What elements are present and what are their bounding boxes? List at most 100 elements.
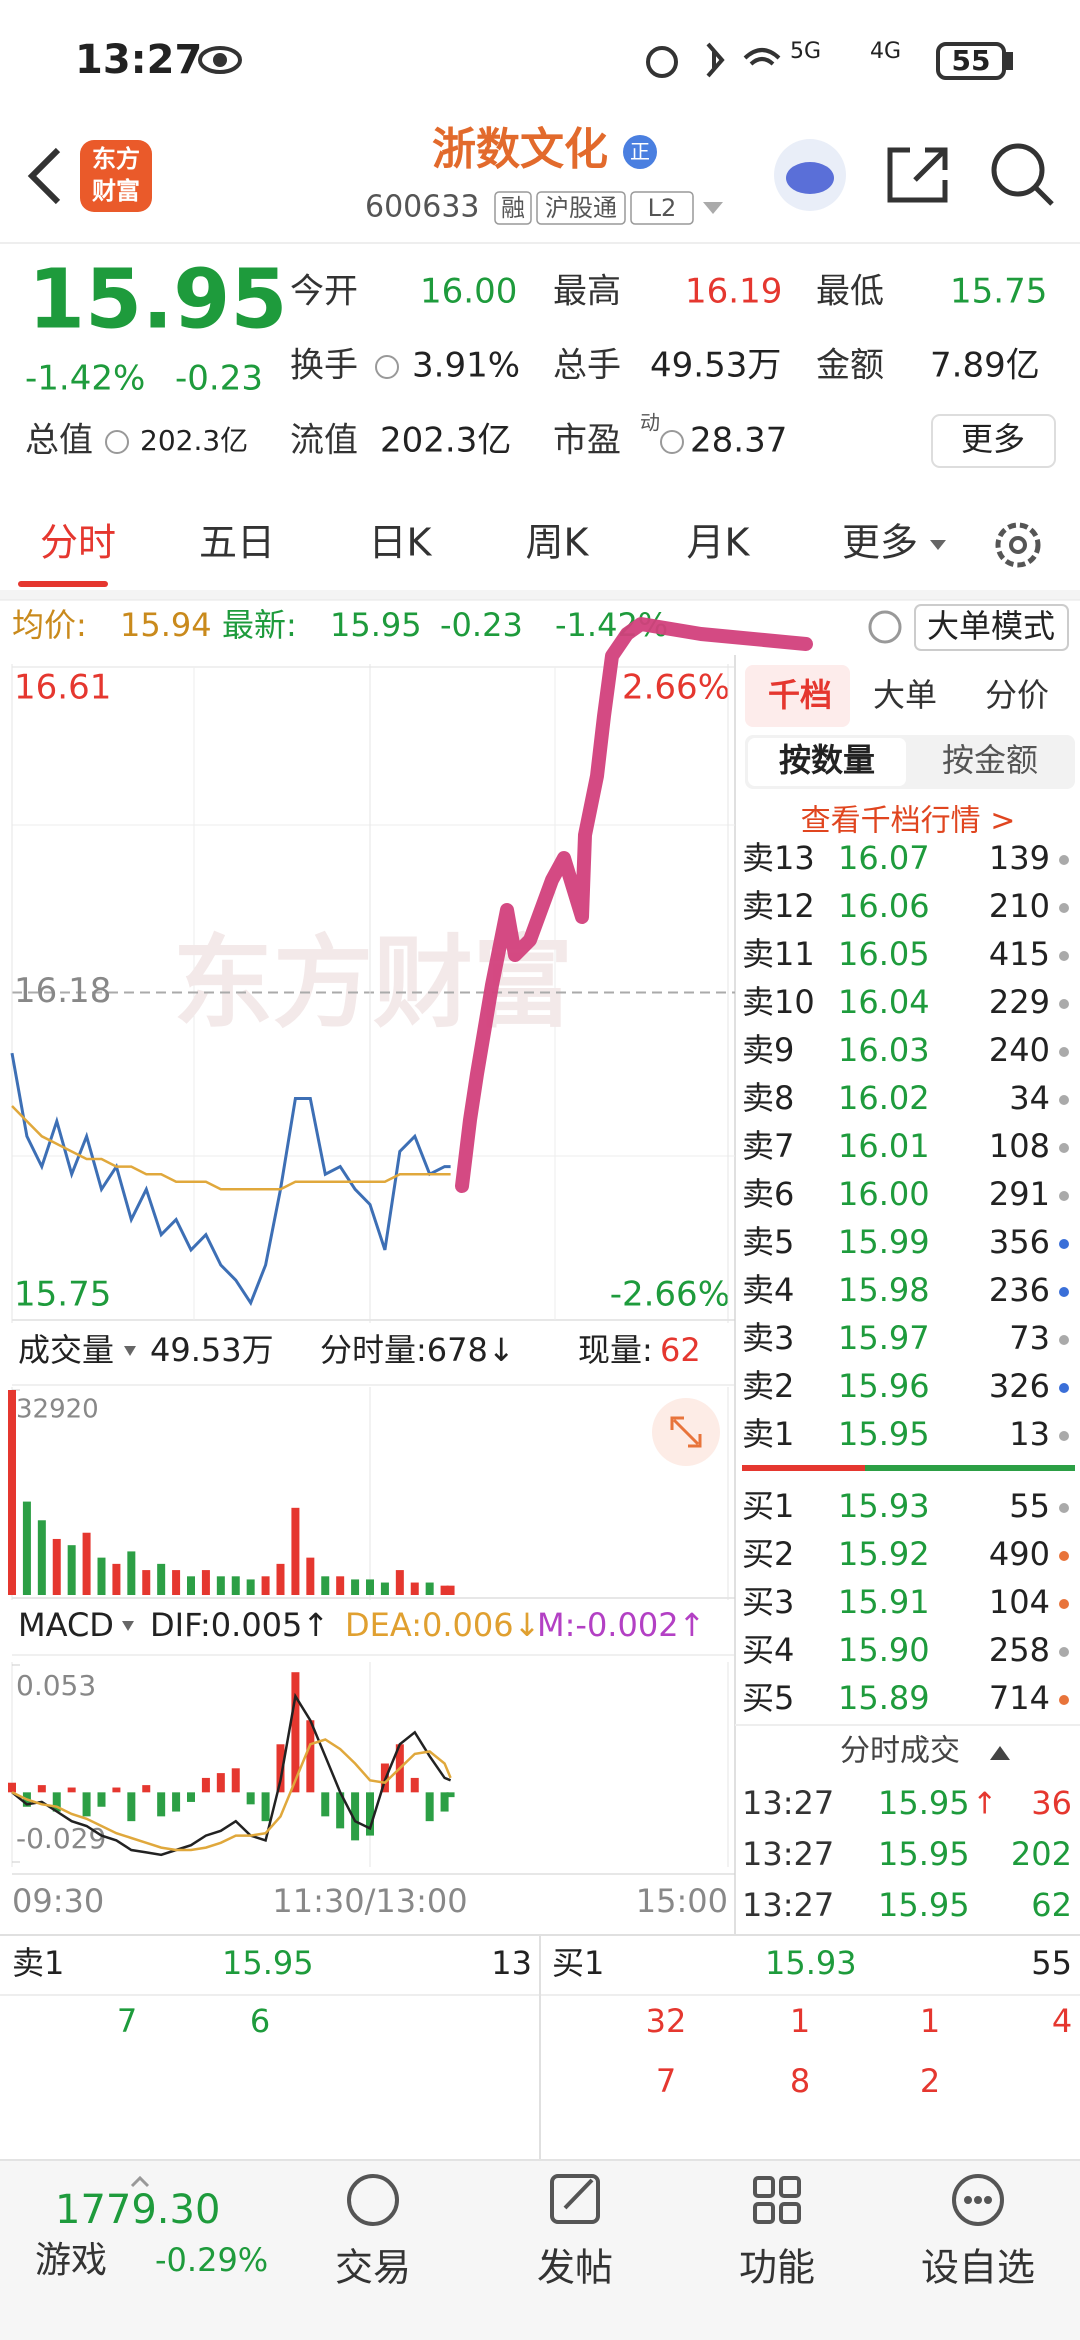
index-change: -0.29% — [155, 2241, 268, 2279]
macd-bar — [97, 1792, 106, 1807]
book-level: 买3 — [742, 1583, 794, 1621]
volume-bar — [366, 1579, 374, 1595]
nav-item[interactable]: 设自选 — [921, 2246, 1035, 2290]
macd-bar — [142, 1785, 151, 1793]
queue-qty: 55 — [1031, 1944, 1072, 1982]
macd-line — [11, 1692, 452, 1857]
macd-bar — [440, 1792, 449, 1812]
logo-text: 东方 — [92, 145, 140, 173]
trade-qty: 62 — [1031, 1886, 1072, 1924]
search-button[interactable] — [991, 143, 1045, 197]
index-value[interactable]: 1779.30 — [55, 2187, 220, 2233]
tab[interactable]: 日K — [369, 521, 433, 565]
nav-item[interactable]: 发帖 — [537, 2246, 613, 2290]
back-button[interactable] — [27, 147, 61, 205]
macd-label: MACD — [18, 1606, 114, 1644]
book-button[interactable]: 按数量 — [779, 741, 875, 779]
macd-bar — [82, 1792, 91, 1817]
field-label: 市盈 — [553, 421, 621, 461]
macd-bar — [336, 1792, 345, 1829]
queue-order: 1 — [790, 2002, 810, 2040]
queue-order: 7 — [656, 2062, 676, 2100]
nav-item[interactable]: 交易 — [335, 2246, 411, 2290]
macd-bar — [291, 1672, 300, 1793]
tag — [630, 191, 694, 225]
book-level: 卖2 — [742, 1367, 794, 1405]
volume-bar — [22, 1501, 31, 1595]
field-label: 最高 — [553, 272, 621, 312]
book-price: 16.01 — [838, 1127, 930, 1165]
dropdown — [124, 1346, 136, 1356]
avg-label: 均价: — [12, 606, 87, 644]
caret — [990, 1746, 1010, 1760]
book-price: 15.99 — [838, 1223, 930, 1261]
book-dot — [1059, 1599, 1069, 1609]
book-qty: 714 — [989, 1679, 1050, 1717]
macd-bar — [276, 1744, 285, 1793]
book-level: 卖7 — [742, 1127, 794, 1165]
nav-label[interactable]: 游戏 — [35, 2240, 107, 2281]
queue-price: 15.93 — [765, 1944, 857, 1982]
y-tick-label: 32920 — [16, 1395, 99, 1425]
field-value: 16.19 — [685, 272, 782, 312]
tab[interactable]: 分时 — [40, 521, 116, 565]
more-text[interactable]: 更多 — [961, 420, 1025, 458]
tab[interactable]: 月K — [687, 521, 751, 565]
clock: 13:27 — [75, 37, 202, 83]
volume-bar — [8, 1390, 16, 1595]
tag — [536, 191, 626, 225]
nav-item[interactable]: 功能 — [739, 2246, 815, 2290]
volume-bar — [440, 1585, 449, 1595]
nav-icons — [347, 2174, 1004, 2226]
avatar-face — [786, 162, 834, 194]
book-dot — [1059, 1647, 1069, 1657]
volume-bar — [291, 1507, 300, 1595]
settings-button[interactable] — [995, 522, 1041, 568]
book-dot — [1059, 1503, 1069, 1513]
macd-bar — [172, 1792, 181, 1812]
book-tab[interactable]: 千档 — [768, 676, 832, 714]
help-icon[interactable] — [868, 610, 902, 644]
queue-order: 8 — [790, 2062, 810, 2100]
bottom-nav — [0, 2160, 1080, 2340]
active-button[interactable] — [748, 738, 906, 786]
volume-bar — [446, 1585, 455, 1595]
book-dot — [1059, 1239, 1069, 1249]
book-link[interactable]: 查看千档行情 > — [801, 804, 1016, 839]
queue-order: 7 — [117, 2002, 137, 2040]
battery: 55 — [952, 44, 991, 77]
macd-bar — [157, 1792, 166, 1817]
book-tab[interactable]: 大单 — [873, 676, 937, 714]
book-level: 卖11 — [742, 935, 815, 973]
app-logo — [80, 140, 152, 212]
book-tab[interactable]: 分价 — [985, 676, 1049, 714]
network: 4G — [870, 39, 901, 64]
book-level: 卖4 — [742, 1271, 794, 1309]
book-price: 16.06 — [838, 887, 930, 925]
tab[interactable]: 周K — [526, 521, 590, 565]
trades-title[interactable]: 分时成交 — [840, 1734, 960, 1769]
book-button[interactable]: 按金额 — [942, 741, 1038, 779]
book-level: 卖10 — [742, 983, 815, 1021]
badge — [623, 135, 657, 169]
macd-bar — [410, 1777, 419, 1793]
book-price: 15.89 — [838, 1679, 930, 1717]
field-label: 最低 — [816, 272, 884, 312]
field-label: 总手 — [553, 346, 621, 386]
mode-button[interactable] — [914, 604, 1069, 651]
queue-order: 6 — [250, 2002, 270, 2040]
y-tick-label: 15.75 — [14, 1275, 111, 1315]
mode-text[interactable]: 大单模式 — [927, 607, 1055, 645]
tab[interactable]: 更多 — [842, 521, 918, 565]
macd-bar — [8, 1782, 16, 1793]
book-qty: 356 — [989, 1223, 1050, 1261]
network: 5G — [790, 39, 821, 64]
share-button[interactable] — [887, 147, 948, 203]
tag-text: 融 — [501, 194, 525, 222]
info-icon — [375, 355, 399, 379]
macd-bar — [231, 1768, 240, 1793]
tab[interactable]: 五日 — [199, 521, 275, 565]
more-button[interactable] — [931, 414, 1056, 468]
book-level: 卖8 — [742, 1079, 794, 1117]
book-dot — [1059, 1551, 1069, 1561]
